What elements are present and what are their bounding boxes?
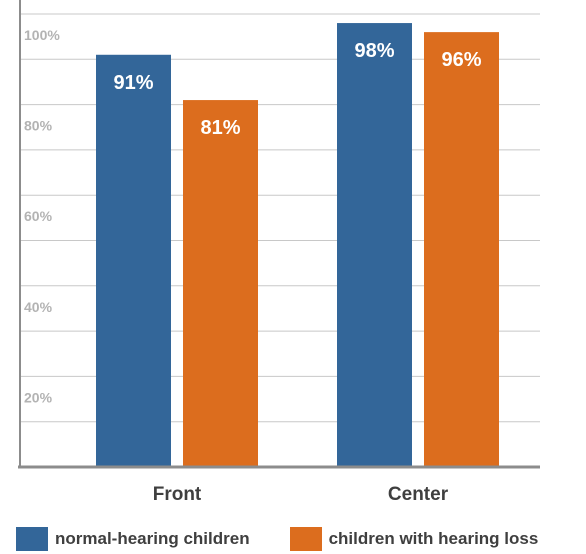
category-label: Center	[388, 484, 449, 505]
legend-item-normal-hearing: normal-hearing children	[16, 527, 250, 551]
legend-item-hearing-loss: children with hearing loss	[289, 527, 539, 551]
data-labels: 91% 81% 98% 96%	[113, 40, 481, 139]
bar-chart: 20% 40% 60% 80% 100% 91% 81% 98% 96% Front Cente…	[18, 0, 540, 505]
y-tick-label: 80%	[24, 118, 53, 134]
legend-swatch-normal-hearing	[16, 527, 48, 551]
y-tick-label: 100%	[24, 27, 60, 43]
data-label: 81%	[200, 117, 240, 139]
y-tick-label: 40%	[24, 299, 53, 315]
legend-label-normal-hearing: normal-hearing children	[55, 529, 250, 548]
y-tick-label: 60%	[24, 208, 53, 224]
legend: normal-hearing children children with he…	[16, 524, 578, 554]
bar-center-series-0	[337, 23, 412, 468]
data-label: 98%	[354, 40, 394, 62]
bar-front-series-1	[183, 100, 258, 467]
y-axis-ticks: 20% 40% 60% 80% 100%	[24, 27, 60, 405]
legend-swatch-hearing-loss	[289, 527, 322, 551]
x-axis-categories: Front Center	[153, 484, 449, 505]
data-label: 91%	[113, 72, 153, 94]
bars	[96, 23, 499, 468]
category-label: Front	[153, 484, 202, 505]
bar-front-series-0	[96, 54, 171, 468]
y-tick-label: 20%	[24, 389, 53, 405]
bar-center-series-1	[424, 32, 499, 468]
legend-label-hearing-loss: children with hearing loss	[328, 529, 539, 548]
data-label: 96%	[441, 49, 481, 71]
